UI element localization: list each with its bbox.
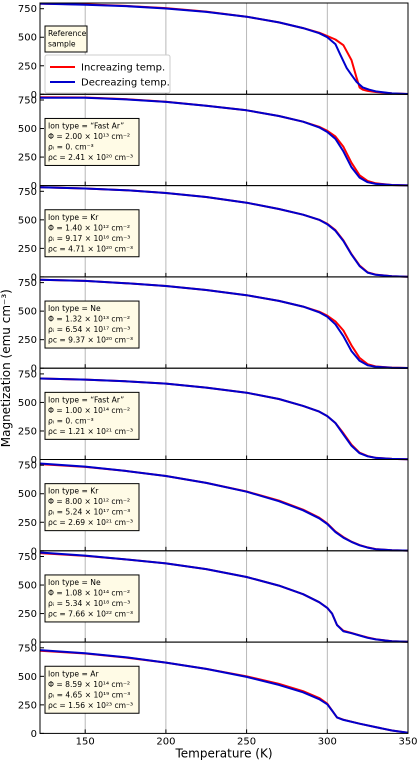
info-box — [44, 665, 140, 714]
x-axis-label: Temperature (K) — [174, 746, 272, 760]
y-tick-label: 500 — [18, 307, 37, 318]
y-tick-label: 0 — [31, 638, 37, 649]
panel-2: 0 250 500 750 Ion type = “Fast Ar” Φ = 2.00 ×… — [18, 93, 409, 192]
x-tick-label: 350 — [398, 736, 417, 747]
info-line: Φ = 1.00 × 10¹⁴ cm⁻² — [48, 406, 130, 415]
legend-box — [44, 54, 171, 94]
y-tick-label: 0 — [31, 546, 37, 557]
info-box — [44, 574, 140, 623]
info-line: ρᵢ = 9.17 × 10¹⁶ cm⁻³ — [48, 234, 130, 243]
info-line: ρᵢ = 4.65 × 10¹⁹ cm⁻³ — [48, 690, 130, 699]
y-tick-label: 0 — [31, 90, 37, 101]
y-tick-label: 0 — [31, 181, 37, 192]
y-tick-label: 750 — [18, 552, 37, 563]
y-tick-label: 750 — [18, 369, 37, 380]
y-tick-label: 250 — [18, 61, 37, 72]
y-tick-label: 250 — [18, 426, 37, 437]
panel-3: 0 250 500 750 Ion type = KrΦ = 1.40 × 10¹² c… — [18, 185, 409, 283]
info-line: Φ = 2.00 × 10¹³ cm⁻² — [48, 132, 130, 141]
y-tick-label: 0 — [31, 455, 37, 466]
info-line: Φ = 8.00 × 10¹² cm⁻² — [48, 497, 130, 506]
panel-4: 0 250 500 750 Ion type = Ne Φ = 1.32 × 10¹³ c… — [18, 276, 409, 375]
info-line: ρc = 9.37 × 10²⁰ cm⁻³ — [48, 336, 133, 345]
y-tick-label: 0 — [31, 729, 37, 740]
info-box — [44, 25, 88, 53]
y-tick-label: 500 — [18, 672, 37, 683]
y-tick-label: 250 — [18, 244, 37, 255]
y-tick-label: 500 — [18, 489, 37, 500]
x-tick-label: 300 — [318, 736, 337, 747]
info-line: Ion type = “Fast Ar” — [48, 121, 124, 130]
info-box — [44, 117, 140, 166]
x-tick-label: 200 — [156, 736, 175, 747]
info-line: Ion type = Ar — [48, 669, 99, 678]
info-box — [44, 300, 140, 349]
y-tick-label: 250 — [18, 609, 37, 620]
info-line: Φ = 1.32 × 10¹³ cm⁻² — [48, 315, 130, 324]
x-tick-label: 150 — [76, 736, 95, 747]
y-tick-label: 500 — [18, 215, 37, 226]
info-line: ρᵢ = 5.34 × 10¹⁸ cm⁻³ — [48, 599, 130, 608]
y-tick-label: 0 — [31, 272, 37, 283]
panel-1: 0 250 500 750 Reference sample Increazing temp… — [18, 2, 409, 101]
info-line: ρᵢ = 6.54 × 10¹⁷ cm⁻³ — [48, 325, 130, 334]
panel-frame — [39, 641, 409, 734]
y-tick-label: 250 — [18, 153, 37, 164]
x-tick-label: 250 — [237, 736, 256, 747]
info-line: Φ = 1.40 × 10¹² cm⁻² — [48, 223, 130, 232]
info-line: Reference — [48, 29, 87, 38]
info-line: Ion type = Ne — [48, 304, 101, 313]
info-line: ρc = 2.41 × 10²⁰ cm⁻³ — [48, 153, 133, 162]
info-line: ρc = 2.69 × 10²¹ cm⁻³ — [48, 518, 133, 527]
info-line: Φ = 8.59 × 10¹⁴ cm⁻² — [48, 680, 130, 689]
info-line: sample — [48, 40, 76, 49]
info-line: Ion type = Kr — [48, 213, 99, 222]
y-tick-label: 750 — [18, 96, 37, 107]
y-tick-label: 250 — [18, 700, 37, 711]
info-box — [44, 483, 140, 532]
y-tick-label: 500 — [18, 398, 37, 409]
panel-5: 0 250 500 750 Ion type = “Fast Ar” Φ = 1.00 ×… — [18, 367, 409, 466]
y-tick-label: 750 — [18, 187, 37, 198]
info-box — [44, 391, 140, 440]
y-tick-label: 750 — [18, 278, 37, 289]
series-line-decreasing — [39, 278, 409, 369]
series-line-decreasing — [39, 186, 409, 278]
series-line-decreasing — [40, 96, 409, 187]
info-line: ρc = 4.71 × 10²⁰ cm⁻³ — [48, 244, 133, 253]
info-line: Ion type = Kr — [48, 487, 99, 496]
y-tick-label: 0 — [31, 364, 37, 375]
series-line-decreasing — [39, 377, 409, 461]
series-line-decreasing — [39, 2, 409, 95]
info-line: Φ = 1.08 × 10¹⁴ cm⁻² — [48, 588, 130, 597]
panel-7: 0 250 500 750 Ion type = NeΦ = 1.08 × 10¹⁴ c… — [18, 550, 409, 649]
y-tick-label: 250 — [18, 518, 37, 529]
y-tick-label: 750 — [18, 461, 37, 472]
y-tick-label: 750 — [18, 4, 37, 15]
y-tick-label: 500 — [18, 124, 37, 135]
y-tick-label: 750 — [18, 643, 37, 654]
info-line: ρc = 1.56 × 10²³ cm⁻³ — [48, 701, 133, 710]
legend-label: Increazing temp. — [81, 63, 165, 74]
info-line: ρc = 1.21 × 10²¹ cm⁻³ — [48, 427, 133, 436]
y-tick-label: 500 — [18, 33, 37, 44]
info-line: ρᵢ = 0. cm⁻³ — [48, 142, 94, 151]
y-tick-label: 250 — [18, 335, 37, 346]
info-box — [44, 209, 140, 258]
y-axis-label: Magnetization (emu cm⁻³) — [0, 289, 13, 447]
legend-label: Decreazing temp. — [81, 78, 170, 89]
panel-6: 0 250 500 750 Ion type = KrΦ = 8.00 × 10¹² c… — [18, 459, 409, 557]
series-line-decreasing — [39, 551, 409, 643]
y-tick-label: 500 — [18, 581, 37, 592]
info-line: Ion type = “Fast Ar” — [48, 395, 124, 404]
series-line-decreasing — [39, 649, 409, 734]
panels-layer: 0 250 500 750 Reference sample Increazing temp… — [18, 2, 418, 747]
info-line: ρc = 7.66 × 10²² cm⁻³ — [48, 609, 133, 618]
panel-8: 0 250 500 750 Ion type = Ar Φ = 8.59 × 10¹⁴ c… — [18, 641, 409, 740]
info-line: ρᵢ = 0. cm⁻³ — [48, 416, 94, 425]
series-line-decreasing — [39, 462, 409, 552]
info-line: ρᵢ = 5.24 × 10¹⁷ cm⁻³ — [48, 508, 130, 517]
info-line: Ion type = Ne — [48, 578, 101, 587]
